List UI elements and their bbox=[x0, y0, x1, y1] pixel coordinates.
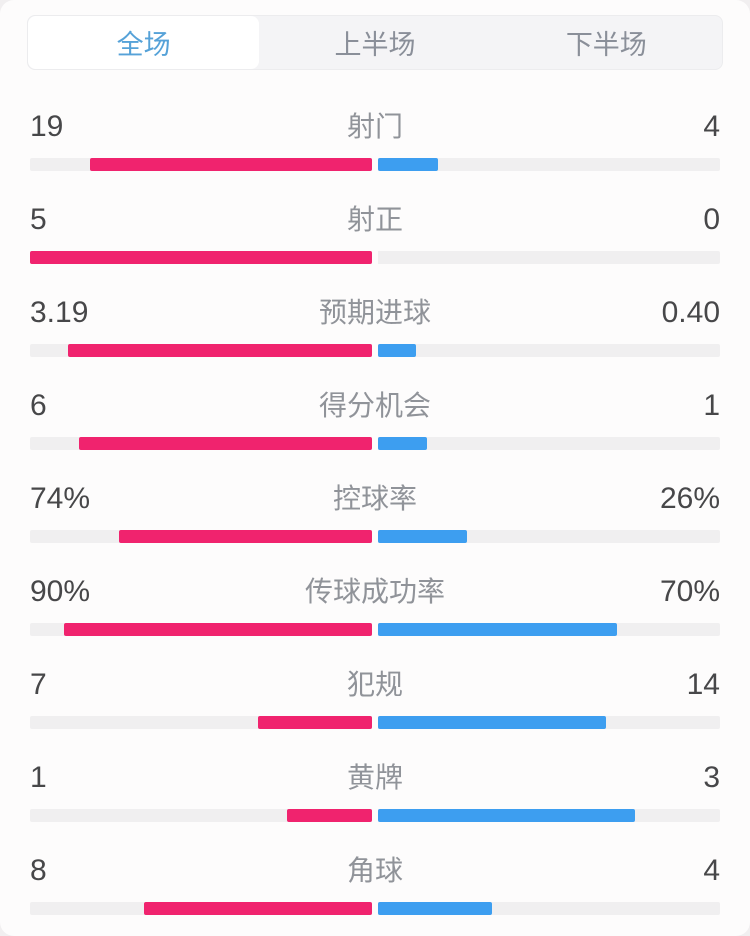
stat-home-value: 19 bbox=[30, 110, 64, 143]
stat-values: 74% 控球率 26% bbox=[30, 483, 720, 515]
stat-values: 7 犯规 14 bbox=[30, 669, 720, 701]
stat-values: 5 射正 0 bbox=[30, 204, 720, 236]
stat-bar-track bbox=[30, 808, 720, 823]
stat-label: 射正 bbox=[346, 204, 403, 235]
center-divider bbox=[372, 808, 378, 823]
period-tab-bar: 全场 上半场 下半场 bbox=[27, 15, 723, 70]
away-bar bbox=[378, 437, 427, 450]
stat-away-value: 4 bbox=[703, 854, 720, 887]
stat-label: 得分机会 bbox=[318, 390, 431, 421]
center-divider bbox=[372, 436, 378, 451]
stats-list: 19 射门 4 5 射正 0 3 bbox=[0, 103, 750, 936]
stat-label: 射门 bbox=[346, 111, 403, 142]
stat-home-value: 1 bbox=[30, 761, 47, 794]
stat-away-value: 14 bbox=[686, 668, 720, 701]
stat-label: 控球率 bbox=[332, 483, 417, 514]
away-bar bbox=[378, 344, 416, 357]
home-bar bbox=[67, 344, 372, 357]
stat-row-pass-accuracy: 90% 传球成功率 70% bbox=[30, 568, 720, 661]
stat-home-value: 74% bbox=[30, 482, 91, 515]
stat-values: 90% 传球成功率 70% bbox=[30, 576, 720, 608]
stat-bar-track bbox=[30, 715, 720, 730]
stat-away-value: 0 bbox=[703, 203, 720, 236]
stat-away-value: 26% bbox=[659, 482, 720, 515]
stat-row-shots-on-target: 5 射正 0 bbox=[30, 196, 720, 289]
stat-away-value: 4 bbox=[703, 110, 720, 143]
home-bar bbox=[64, 623, 372, 636]
home-bar bbox=[78, 437, 372, 450]
stat-bar-track bbox=[30, 529, 720, 544]
stat-bar-track bbox=[30, 250, 720, 265]
away-bar bbox=[378, 902, 492, 915]
stat-bar-track bbox=[30, 622, 720, 637]
home-bar bbox=[30, 251, 372, 264]
home-bar bbox=[89, 158, 372, 171]
away-bar bbox=[378, 158, 438, 171]
stat-home-value: 7 bbox=[30, 668, 47, 701]
home-bar bbox=[258, 716, 372, 729]
stat-bar-track bbox=[30, 343, 720, 358]
stat-values: 8 角球 4 bbox=[30, 855, 720, 887]
center-divider bbox=[372, 343, 378, 358]
stat-home-value: 5 bbox=[30, 203, 47, 236]
stat-away-value: 3 bbox=[703, 761, 720, 794]
away-bar bbox=[378, 623, 618, 636]
center-divider bbox=[372, 250, 378, 265]
stat-values: 1 黄牌 3 bbox=[30, 762, 720, 794]
stat-row-big-chances: 6 得分机会 1 bbox=[30, 382, 720, 475]
stat-row-shots: 19 射门 4 bbox=[30, 103, 720, 196]
stat-label: 黄牌 bbox=[346, 762, 403, 793]
stat-values: 6 得分机会 1 bbox=[30, 390, 720, 422]
stat-values: 3.19 预期进球 0.40 bbox=[30, 297, 720, 329]
stat-label: 传球成功率 bbox=[304, 576, 445, 607]
away-bar bbox=[378, 716, 607, 729]
away-bar bbox=[378, 809, 635, 822]
stat-row-corners: 8 角球 4 bbox=[30, 847, 720, 936]
home-bar bbox=[118, 530, 372, 543]
stat-label: 预期进球 bbox=[318, 297, 431, 328]
tab-second-half[interactable]: 下半场 bbox=[565, 30, 647, 60]
tab-first-half[interactable]: 上半场 bbox=[334, 30, 416, 60]
stat-away-value: 1 bbox=[703, 389, 720, 422]
stat-row-possession: 74% 控球率 26% bbox=[30, 475, 720, 568]
home-bar bbox=[286, 809, 372, 822]
stat-away-value: 0.40 bbox=[661, 296, 720, 329]
stat-bar-track bbox=[30, 436, 720, 451]
center-divider bbox=[372, 157, 378, 172]
stat-home-value: 3.19 bbox=[30, 296, 89, 329]
stat-home-value: 8 bbox=[30, 854, 47, 887]
away-bar bbox=[378, 530, 467, 543]
center-divider bbox=[372, 529, 378, 544]
stat-bar-track bbox=[30, 157, 720, 172]
center-divider bbox=[372, 901, 378, 916]
stat-label: 角球 bbox=[346, 855, 403, 886]
stat-bar-track bbox=[30, 901, 720, 916]
home-bar bbox=[143, 902, 372, 915]
stat-row-fouls: 7 犯规 14 bbox=[30, 661, 720, 754]
stat-label: 犯规 bbox=[346, 669, 403, 700]
stat-row-yellow-cards: 1 黄牌 3 bbox=[30, 754, 720, 847]
stat-home-value: 90% bbox=[30, 575, 91, 608]
center-divider bbox=[372, 622, 378, 637]
stat-home-value: 6 bbox=[30, 389, 47, 422]
center-divider bbox=[372, 715, 378, 730]
stat-row-expected-goals: 3.19 预期进球 0.40 bbox=[30, 289, 720, 382]
tab-full-match[interactable]: 全场 bbox=[28, 16, 260, 69]
stat-values: 19 射门 4 bbox=[30, 111, 720, 143]
stat-away-value: 70% bbox=[659, 575, 720, 608]
